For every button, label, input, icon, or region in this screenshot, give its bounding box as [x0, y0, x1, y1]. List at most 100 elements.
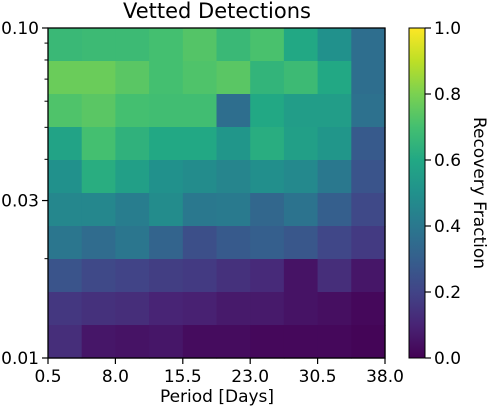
heatmap-cell — [250, 292, 285, 326]
heatmap-cell — [149, 193, 184, 227]
y-tick-label: 0.01 — [1, 349, 39, 369]
colorbar-tick-label: 0.4 — [434, 217, 461, 237]
heatmap-cell — [351, 325, 386, 359]
heatmap-cell — [182, 259, 218, 293]
chart-title: Vetted Detections — [123, 0, 311, 23]
heatmap-cell — [283, 94, 319, 128]
heatmap-cell — [317, 61, 352, 95]
heatmap-cell — [351, 28, 386, 62]
colorbar — [408, 27, 426, 359]
heatmap-cell — [149, 94, 184, 128]
heatmap-cell — [48, 292, 83, 326]
heatmap-cell — [351, 127, 386, 161]
heatmap-cell — [216, 94, 251, 128]
heatmap-cell — [317, 127, 352, 161]
heatmap-cell — [115, 94, 150, 128]
colorbar-tick-label: 0.6 — [434, 151, 461, 171]
heatmap-cell — [283, 193, 319, 227]
x-tick-label: 38.0 — [366, 367, 404, 387]
heatmap-cell — [216, 160, 251, 194]
heatmap-cell — [317, 94, 352, 128]
heatmap-cell — [149, 259, 184, 293]
heatmap-cell — [216, 193, 251, 227]
colorbar-axis: 0.0 0.2 0.4 0.6 0.8 1.0 — [425, 19, 461, 369]
heatmap-cell — [149, 160, 184, 194]
heatmap-cell — [351, 61, 386, 95]
heatmap-cell — [115, 127, 150, 161]
heatmap-cell — [81, 193, 116, 227]
heatmap-cell — [283, 28, 319, 62]
heatmap-cell — [48, 193, 83, 227]
heatmap-cell — [115, 61, 150, 95]
heatmap-cell — [48, 226, 83, 260]
heatmap-cell — [115, 160, 150, 194]
heatmap-cell — [283, 160, 319, 194]
heatmap-cell — [81, 292, 116, 326]
heatmap-cell — [182, 61, 218, 95]
heatmap-cell — [317, 325, 352, 359]
heatmap-cell — [48, 160, 83, 194]
heatmap-cell — [149, 325, 184, 359]
heatmap-cell — [81, 61, 116, 95]
heatmap-cell — [81, 28, 116, 62]
plot-frame — [47, 27, 386, 359]
heatmap-cell — [81, 325, 116, 359]
heatmap-cell — [149, 61, 184, 95]
heatmap-cell — [115, 325, 150, 359]
heatmap-cell — [48, 28, 83, 62]
heatmap-cell — [149, 292, 184, 326]
heatmap-cell — [149, 226, 184, 260]
heatmap-cell — [216, 61, 251, 95]
heatmap-cell — [149, 28, 184, 62]
heatmap-cell — [250, 127, 285, 161]
heatmap-cell — [115, 226, 150, 260]
heatmap-cell — [317, 160, 352, 194]
colorbar-tick-label: 0.8 — [434, 85, 461, 105]
heatmap-cell — [182, 325, 218, 359]
heatmap-cell — [283, 259, 319, 293]
heatmap-cell — [283, 61, 319, 95]
heatmap-cell — [48, 61, 83, 95]
heatmap-cell — [48, 94, 83, 128]
heatmap-cell — [351, 292, 386, 326]
heatmap-cell — [182, 28, 218, 62]
x-tick-label: 15.5 — [164, 367, 202, 387]
heatmap-cell — [283, 325, 319, 359]
heatmap-cell — [351, 193, 386, 227]
heatmap-cell — [115, 259, 150, 293]
heatmap-cell — [216, 259, 251, 293]
heatmap-cell — [115, 28, 150, 62]
x-tick-label: 30.5 — [299, 367, 337, 387]
heatmap-cell — [317, 28, 352, 62]
heatmap-cell — [182, 127, 218, 161]
heatmap-cell — [250, 160, 285, 194]
heatmap-cell — [250, 193, 285, 227]
x-tick-label: 23.0 — [231, 367, 269, 387]
x-tick-label: 0.5 — [34, 367, 61, 387]
heatmap-cell — [182, 292, 218, 326]
heatmap-cell — [216, 226, 251, 260]
heatmap-cell — [182, 193, 218, 227]
heatmap-cell — [81, 226, 116, 260]
heatmap-cell — [250, 226, 285, 260]
heatmap-cell — [250, 61, 285, 95]
heatmap-cell — [48, 259, 83, 293]
colorbar-tick-label: 0.0 — [434, 349, 461, 369]
heatmap-cell — [317, 226, 352, 260]
heatmap-cell — [182, 226, 218, 260]
heatmap-cell — [351, 160, 386, 194]
heatmap-cell — [351, 226, 386, 260]
y-axis: 0.01 0.03 0.10 — [1, 19, 48, 369]
heatmap-cell — [317, 193, 352, 227]
heatmap-cell — [48, 127, 83, 161]
heatmap-cell — [283, 292, 319, 326]
heatmap-cell — [115, 193, 150, 227]
heatmap-cell — [283, 127, 319, 161]
heatmap-cells — [48, 28, 386, 359]
heatmap-cell — [216, 127, 251, 161]
heatmap-cell — [216, 292, 251, 326]
heatmap-cell — [81, 127, 116, 161]
heatmap-cell — [250, 325, 285, 359]
y-tick-label: 0.03 — [1, 192, 39, 212]
